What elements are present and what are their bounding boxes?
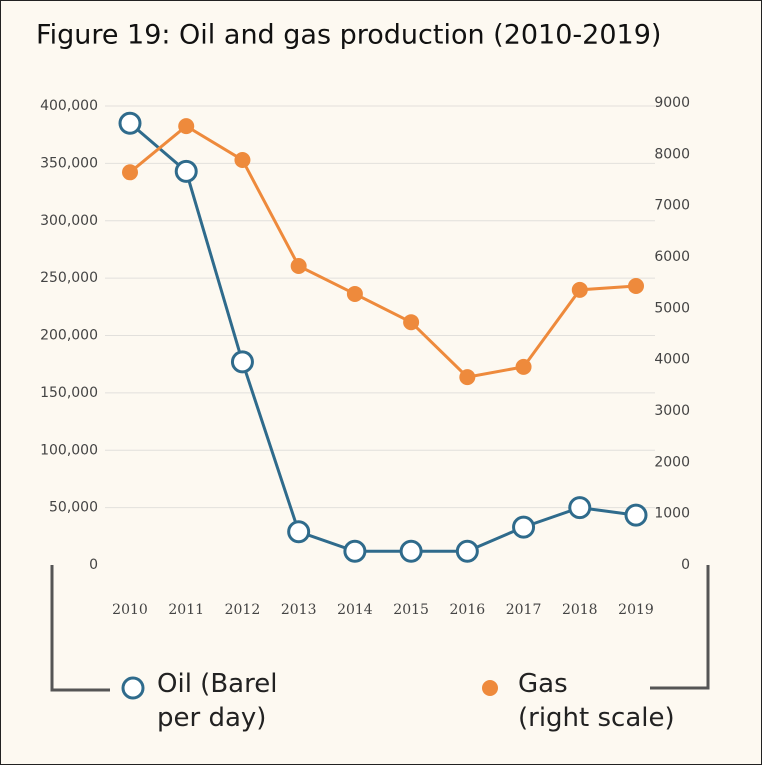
data-point (343, 539, 367, 563)
data-point (571, 281, 588, 298)
y-tick-label: 250,000 (40, 270, 98, 286)
y-tick-label: 100,000 (40, 442, 98, 458)
y2-tick-label: 5000 (654, 300, 690, 316)
legend-marker (121, 676, 145, 700)
y2-tick-label: 8000 (654, 146, 690, 162)
y-tick-label: 300,000 (40, 213, 98, 229)
y2-tick-label: 4000 (654, 352, 690, 368)
data-point (568, 496, 592, 520)
data-point (234, 151, 251, 168)
y-tick-label: 50,000 (49, 500, 98, 516)
series-line (129, 124, 637, 379)
x-tick-label: 2010 (112, 602, 148, 618)
data-point (399, 539, 423, 563)
data-point (118, 111, 142, 135)
x-tick-label: 2019 (618, 602, 654, 618)
data-point (346, 285, 363, 302)
x-tick-label: 2016 (450, 602, 486, 618)
y-tick-label: 200,000 (40, 328, 98, 344)
y-tick-label: 400,000 (40, 98, 98, 114)
data-point (628, 278, 644, 295)
x-tick-label: 2011 (168, 602, 204, 618)
data-point (459, 369, 476, 386)
y2-tick-label: 1000 (654, 506, 690, 522)
data-point (122, 164, 138, 181)
y-tick-label: 150,000 (40, 385, 98, 401)
bracket (650, 565, 710, 690)
data-point (230, 350, 254, 374)
y2-tick-label: 9000 (654, 95, 690, 111)
y2-tick-label: 0 (681, 557, 690, 573)
y2-tick-label: 7000 (654, 198, 690, 214)
data-point (624, 503, 648, 527)
data-point (403, 314, 420, 331)
data-point (174, 159, 198, 183)
x-tick-label: 2013 (281, 602, 317, 618)
x-tick-label: 2015 (393, 602, 429, 618)
data-point (455, 539, 479, 563)
legend-label: Gas (right scale) (518, 669, 675, 733)
y2-tick-label: 3000 (654, 403, 690, 419)
y2-tick-label: 6000 (654, 249, 690, 265)
x-tick-label: 2014 (337, 602, 373, 618)
data-point (512, 515, 536, 539)
bracket (50, 565, 110, 692)
legend-label: Oil (Barel per day) (157, 669, 278, 733)
y2-tick-label: 2000 (654, 454, 690, 470)
y-tick-label: 350,000 (40, 155, 98, 171)
data-point (178, 118, 195, 135)
series-line (129, 122, 637, 553)
x-tick-label: 2017 (506, 602, 542, 618)
x-tick-label: 2012 (225, 602, 261, 618)
legend-marker (482, 680, 498, 696)
y-tick-label: 0 (89, 557, 98, 573)
data-point (287, 520, 311, 544)
chart-title: Figure 19: Oil and gas production (2010-… (36, 20, 661, 51)
data-point (515, 358, 532, 375)
data-point (290, 257, 307, 274)
x-tick-label: 2018 (562, 602, 598, 618)
